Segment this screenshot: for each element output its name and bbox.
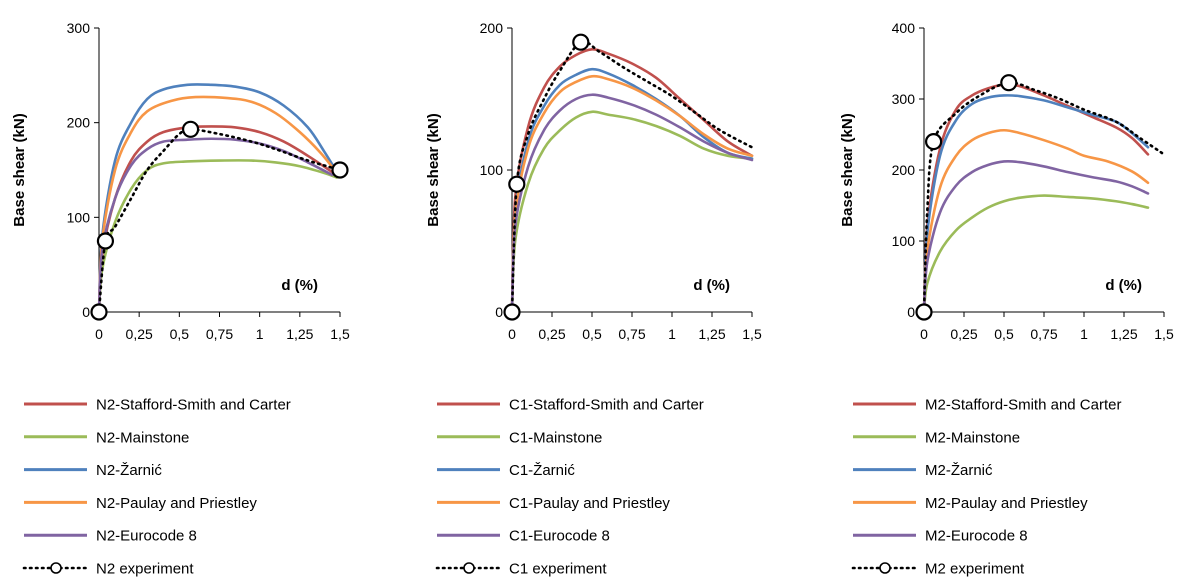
legend-label: M2-Mainstone [925,429,1020,446]
legend-label: N2-Žarnić [96,462,162,479]
x-tick-label: 1,5 [742,326,762,342]
x-tick-label: 0,25 [126,326,153,342]
legend-panel-3: M2-Stafford-Smith and Carter M2-Mainstone… [851,397,1121,577]
series-line-paulay [922,128,1150,314]
y-axis-label: Base shear (kN) [11,113,28,226]
legend-marker-experiment [463,562,475,574]
x-tick-label: 0 [508,326,516,342]
legend-marker-experiment [50,562,62,574]
x-tick-label: 0,5 [994,326,1014,342]
experiment-marker [924,133,943,151]
x-tick-label: 1,5 [330,326,350,342]
legend-label: N2 experiment [96,561,194,577]
experiment-marker [572,33,590,51]
x-tick-label: 0,75 [206,326,233,342]
legend-label: N2-Paulay and Priestley [96,495,257,512]
series-line-paulay [510,74,754,314]
y-tick-label: 0 [495,304,503,320]
series-line-mainstone [922,194,1150,314]
legend-label: C1-Žarnić [509,462,575,479]
experiment-marker [1000,74,1018,92]
legend-label: N2-Mainstone [96,429,189,446]
legend-label: C1-Paulay and Priestley [509,495,670,512]
chart-panel-1: 0 100 200 300 0 0,25 0,5 0,75 1 1,25 1,5 Base shear… [11,20,350,577]
legend-marker-experiment [879,562,891,574]
y-tick-label: 400 [892,20,916,36]
x-tick-label: 0,25 [950,326,977,342]
y-tick-label: 300 [892,91,916,107]
x-tick-label: 1 [668,326,676,342]
legend-label: M2-Stafford-Smith and Carter [925,397,1121,414]
x-tick-label: 0 [95,326,103,342]
x-tick-label: 0,5 [170,326,190,342]
x-tick-label: 1,5 [1154,326,1174,342]
legend-panel-2: C1-Stafford-Smith and Carter C1-Mainstone… [435,397,704,577]
x-tick-label: 0,75 [1030,326,1057,342]
experiment-marker [503,303,521,321]
y-tick-label: 100 [67,209,91,225]
legend-label: M2-Paulay and Priestley [925,495,1088,512]
series-line-experiment [922,81,1166,314]
series-line-experiment [510,40,754,314]
series-line-eurocode [510,93,754,314]
series-line-experiment [97,127,342,314]
legend-label: M2-Eurocode 8 [925,528,1028,545]
y-axis-label: Base shear (kN) [839,113,856,226]
x-tick-label: 1,25 [1110,326,1137,342]
y-tick-label: 300 [67,20,91,36]
legend-label: C1 experiment [509,561,607,577]
x-tick-label: 0,5 [582,326,602,342]
x-axis-label: d (%) [693,277,730,294]
legend-label: M2 experiment [925,561,1025,577]
experiment-marker [331,161,349,179]
y-tick-label: 200 [67,115,91,131]
x-tick-label: 1 [1080,326,1088,342]
series-line-zarnic [510,67,754,314]
y-tick-label: 0 [82,304,90,320]
x-axis-label: d (%) [1105,277,1142,294]
x-tick-label: 1 [256,326,264,342]
legend-panel-1: N2-Stafford-Smith and Carter N2-Mainstone… [22,397,291,577]
series-line-paulay [97,95,339,314]
legend-label: N2-Stafford-Smith and Carter [96,397,291,414]
y-tick-label: 200 [892,162,916,178]
x-tick-label: 0,25 [538,326,565,342]
y-tick-label: 100 [892,233,916,249]
chart-panel-3: 0 100 200 300 400 0 0,25 0,5 0,75 1 1,25 1,5 Base sh… [839,20,1174,577]
legend-label: N2-Eurocode 8 [96,528,197,545]
experiment-marker [508,175,526,193]
legend-label: C1-Stafford-Smith and Carter [509,397,704,414]
series-line-mainstone [97,159,339,314]
experiment-marker [915,303,933,321]
series-line-zarnic [922,94,1150,314]
series-line-zarnic [97,83,339,314]
y-tick-label: 0 [907,304,915,320]
legend-label: C1-Eurocode 8 [509,528,610,545]
x-axis-label: d (%) [281,277,318,294]
legend-label: C1-Mainstone [509,429,602,446]
y-axis-label: Base shear (kN) [425,113,442,226]
experiment-marker [90,303,108,321]
legend-label: M2-Žarnić [925,462,993,479]
series-line-eurocode [922,159,1150,314]
series-line-mainstone [510,110,754,314]
experiment-marker [96,232,115,250]
experiment-marker [181,120,200,138]
x-tick-label: 1,25 [698,326,725,342]
y-tick-label: 100 [480,162,504,178]
x-tick-label: 0 [920,326,928,342]
y-tick-label: 200 [480,20,504,36]
x-tick-label: 1,25 [286,326,313,342]
chart-panel-2: 0 100 200 0 0,25 0,5 0,75 1 1,25 1,5 Base shear (k… [425,20,762,577]
x-tick-label: 0,75 [618,326,645,342]
